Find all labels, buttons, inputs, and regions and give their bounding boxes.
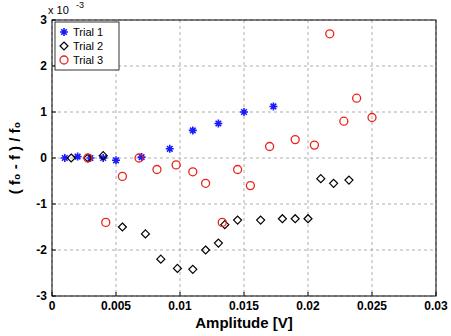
tick bbox=[52, 204, 56, 205]
point bbox=[326, 30, 334, 38]
point bbox=[345, 176, 353, 184]
point bbox=[173, 264, 181, 272]
legend-box bbox=[55, 22, 119, 70]
point bbox=[234, 216, 242, 224]
chart: 0 0.005 0.01 0.015 0.02 0.025 0.03 -3 -2 -1 0 1 2 3x … bbox=[0, 0, 451, 336]
tick bbox=[180, 292, 181, 296]
tick-label: 0.005 bbox=[101, 299, 131, 313]
point bbox=[304, 215, 312, 223]
point bbox=[189, 126, 197, 134]
tick-label: 0.02 bbox=[296, 299, 320, 313]
tick bbox=[52, 158, 56, 159]
grid-line bbox=[52, 158, 436, 159]
tick-label: 1 bbox=[40, 105, 47, 119]
point bbox=[74, 153, 82, 161]
tick-label: 2 bbox=[40, 59, 47, 73]
point bbox=[135, 154, 143, 162]
point bbox=[269, 102, 277, 110]
tick bbox=[52, 112, 56, 113]
point bbox=[240, 108, 248, 116]
point bbox=[353, 94, 361, 102]
point bbox=[112, 156, 120, 164]
plot-area bbox=[52, 20, 436, 296]
legend-label: Trial 2 bbox=[73, 40, 103, 52]
tick-label: 0 bbox=[49, 299, 56, 313]
point bbox=[102, 218, 110, 226]
annotation: x 10 bbox=[48, 4, 69, 16]
point bbox=[291, 215, 299, 223]
point bbox=[214, 120, 222, 128]
point bbox=[189, 168, 197, 176]
legend-marker bbox=[60, 42, 68, 50]
y-axis-label: ( f₀ - f ) / f₀ bbox=[6, 122, 23, 195]
legend-marker bbox=[60, 28, 68, 36]
point bbox=[214, 239, 222, 247]
point bbox=[291, 136, 299, 144]
tick-label: 0.01 bbox=[168, 299, 192, 313]
tick bbox=[244, 292, 245, 296]
point bbox=[234, 166, 242, 174]
tick bbox=[52, 250, 56, 251]
grid-line bbox=[308, 20, 309, 296]
tick-label: -3 bbox=[36, 289, 47, 303]
point bbox=[368, 114, 376, 122]
tick bbox=[372, 292, 373, 296]
tick-label: 0.025 bbox=[357, 299, 387, 313]
legend-label: Trial 3 bbox=[73, 54, 103, 66]
point bbox=[118, 172, 126, 180]
point bbox=[310, 141, 318, 149]
legend-marker bbox=[60, 56, 68, 64]
point bbox=[153, 166, 161, 174]
background bbox=[0, 0, 451, 336]
point bbox=[67, 154, 75, 162]
tick-label: -2 bbox=[36, 243, 47, 257]
tick-label: 0.03 bbox=[424, 299, 448, 313]
tick-label: 3 bbox=[40, 13, 47, 27]
point bbox=[278, 215, 286, 223]
point bbox=[330, 179, 338, 187]
point bbox=[157, 255, 165, 263]
point bbox=[84, 154, 92, 162]
point bbox=[202, 179, 210, 187]
x-axis-label: Amplitude [V] bbox=[195, 314, 293, 331]
frame bbox=[52, 20, 436, 296]
point bbox=[246, 182, 254, 190]
point bbox=[202, 246, 210, 254]
point bbox=[218, 218, 226, 226]
point bbox=[172, 161, 180, 169]
tick-label: 0.015 bbox=[229, 299, 259, 313]
point bbox=[118, 223, 126, 231]
tick-label: -1 bbox=[36, 197, 47, 211]
annotation: -3 bbox=[76, 0, 84, 10]
legend: Trial 1 Trial 2 Trial 3 bbox=[55, 22, 119, 70]
point bbox=[99, 152, 107, 160]
point bbox=[317, 175, 325, 183]
grid-line bbox=[52, 250, 436, 251]
point bbox=[166, 145, 174, 153]
point bbox=[84, 154, 92, 162]
point bbox=[340, 117, 348, 125]
grid-line bbox=[52, 204, 436, 205]
tick bbox=[116, 292, 117, 296]
tick-label: 0 bbox=[40, 151, 47, 165]
point bbox=[266, 143, 274, 151]
point bbox=[257, 216, 265, 224]
point bbox=[189, 265, 197, 273]
point bbox=[141, 230, 149, 238]
tick bbox=[308, 292, 309, 296]
legend-label: Trial 1 bbox=[73, 26, 103, 38]
